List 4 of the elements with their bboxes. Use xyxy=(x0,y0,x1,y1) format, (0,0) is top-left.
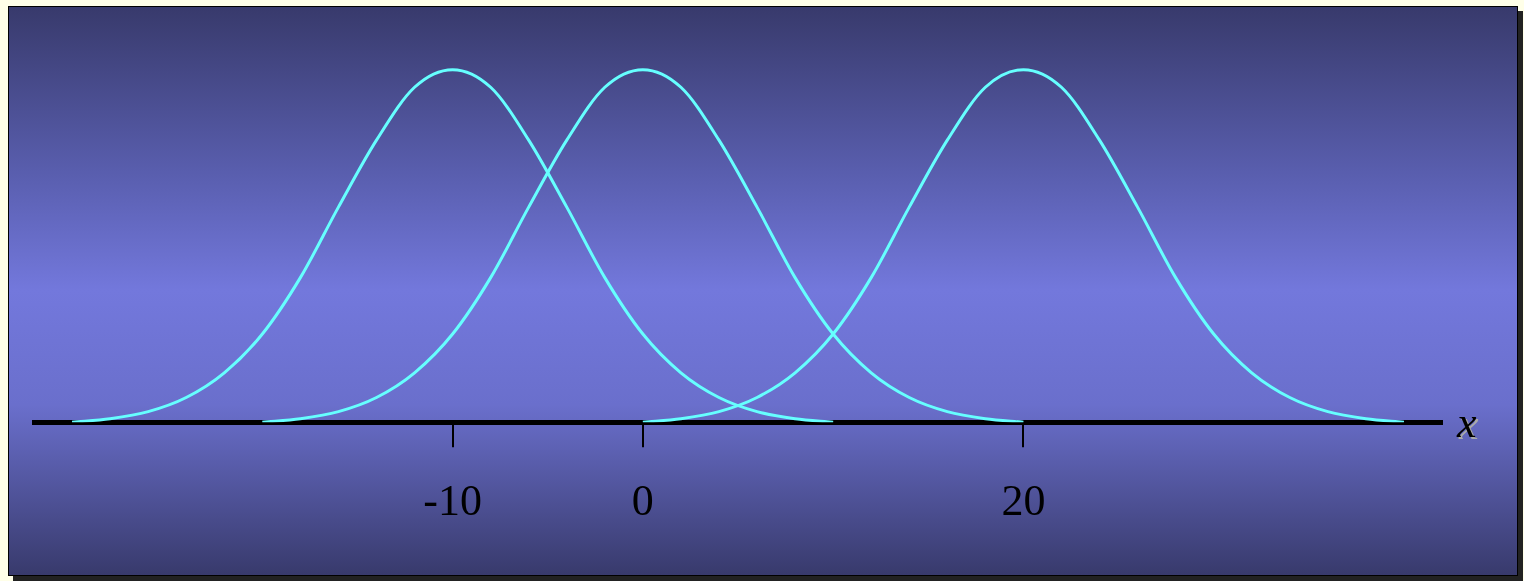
x-tick-label: 0 xyxy=(631,476,654,526)
x-tick-label: -10 xyxy=(423,476,482,526)
x-axis-title: x xyxy=(1456,397,1477,447)
x-tick-label: 20 xyxy=(1001,476,1046,526)
